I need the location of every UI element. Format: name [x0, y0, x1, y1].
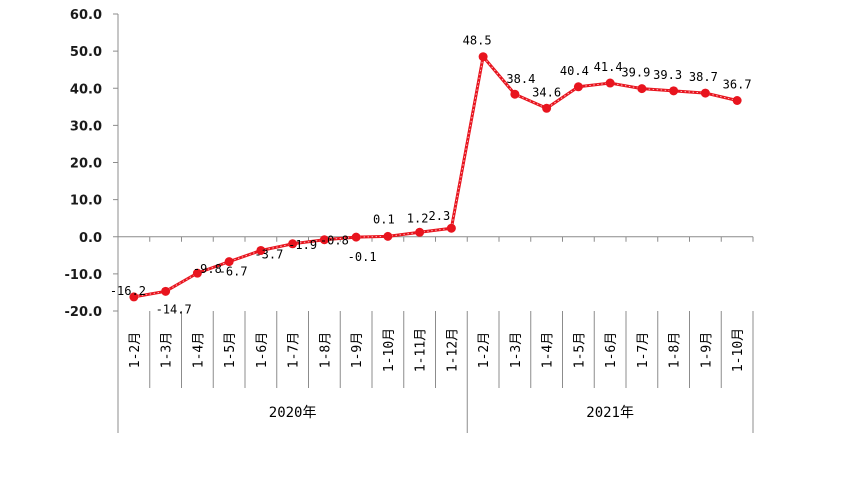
data-label: 39.3	[653, 68, 682, 82]
category-label: 1-12月	[445, 328, 460, 372]
category-label: 1-4月	[191, 332, 206, 368]
y-tick-label: 0.0	[79, 231, 102, 246]
data-label: 0.1	[373, 212, 395, 226]
data-label: -3.7	[254, 247, 283, 261]
data-label: 38.4	[506, 72, 535, 86]
data-point-marker	[510, 89, 520, 99]
data-point-marker	[446, 223, 456, 233]
data-label: -14.7	[156, 302, 192, 316]
category-label: 1-11月	[414, 328, 429, 372]
data-label: 48.5	[463, 34, 492, 48]
category-label: 1-10月	[382, 328, 397, 372]
category-label: 1-10月	[731, 328, 746, 372]
data-label: 41.4	[594, 60, 623, 74]
data-point-marker	[256, 245, 266, 255]
data-point-marker	[129, 292, 139, 302]
category-label: 1-2月	[128, 332, 143, 368]
data-point-marker	[700, 88, 710, 98]
y-tick-label: 50.0	[70, 45, 102, 60]
data-label: -16.2	[110, 284, 146, 298]
data-point-marker	[192, 268, 202, 278]
data-point-marker	[415, 227, 425, 237]
data-point-marker	[161, 286, 171, 296]
group-label: 2021年	[586, 405, 634, 421]
data-point-marker	[319, 235, 329, 245]
y-tick-label: 40.0	[70, 82, 102, 97]
y-tick-label: 30.0	[70, 119, 102, 134]
data-label: 1.2	[407, 211, 429, 225]
group-label: 2020年	[269, 405, 317, 421]
data-point-marker	[224, 257, 234, 267]
data-label: 36.7	[723, 78, 752, 92]
category-label: 1-3月	[509, 332, 524, 368]
data-label: -0.8	[320, 234, 349, 248]
data-label: 39.9	[621, 66, 650, 80]
category-label: 1-8月	[318, 332, 333, 368]
data-label: -6.7	[219, 265, 248, 279]
data-point-marker	[288, 239, 298, 249]
series-path-dots	[133, 55, 738, 298]
series-path	[133, 55, 738, 299]
data-point-marker	[669, 86, 679, 96]
data-point-marker	[351, 232, 361, 242]
category-label: 1-5月	[223, 332, 238, 368]
data-label: 40.4	[560, 64, 589, 78]
data-label: -0.1	[348, 250, 377, 264]
data-label: 38.7	[689, 70, 718, 84]
y-axis: 60.0 50.0 40.0 30.0 20.0 10.0 0.0 -10.0 -20.0	[65, 8, 119, 433]
category-label: 1-6月	[255, 332, 270, 368]
category-label: 1-6月	[604, 332, 619, 368]
data-point-marker	[732, 96, 742, 106]
data-point-marker	[542, 103, 552, 113]
data-point-marker	[637, 84, 647, 94]
category-label: 1-4月	[541, 332, 556, 368]
data-point-marker	[573, 82, 583, 92]
category-label: 1-2月	[477, 332, 492, 368]
category-label: 1-7月	[636, 332, 651, 368]
data-label: -9.8	[193, 262, 222, 276]
x-axis: 1-2月 1-3月 1-4月 1-5月 1-6月 1-7月 1-8月 1-9月 1-10月 1-1…	[117, 236, 754, 433]
data-label: 2.3	[429, 209, 451, 223]
category-label: 1-9月	[699, 332, 714, 368]
y-tick-label: -20.0	[65, 305, 102, 320]
data-point-marker	[478, 52, 488, 62]
data-point-marker	[383, 231, 393, 241]
category-label: 1-7月	[287, 332, 302, 368]
data-label: -1.9	[288, 238, 317, 252]
y-tick-label: 20.0	[70, 157, 102, 172]
category-label: 1-5月	[572, 332, 587, 368]
y-tick-label: 60.0	[70, 8, 102, 23]
category-label: 1-3月	[160, 332, 175, 368]
y-tick-label: -10.0	[65, 268, 102, 283]
data-label: 34.6	[532, 85, 561, 99]
category-label: 1-8月	[668, 332, 683, 368]
y-tick-label: 10.0	[70, 194, 102, 209]
series-line	[129, 52, 742, 302]
data-labels: -16.2 -14.7 -9.8-6.7 -3.7 -1.9 -0.8 -0.1 0.1 1.2…	[110, 34, 752, 317]
data-point-marker	[605, 78, 615, 88]
category-label: 1-9月	[350, 332, 365, 368]
